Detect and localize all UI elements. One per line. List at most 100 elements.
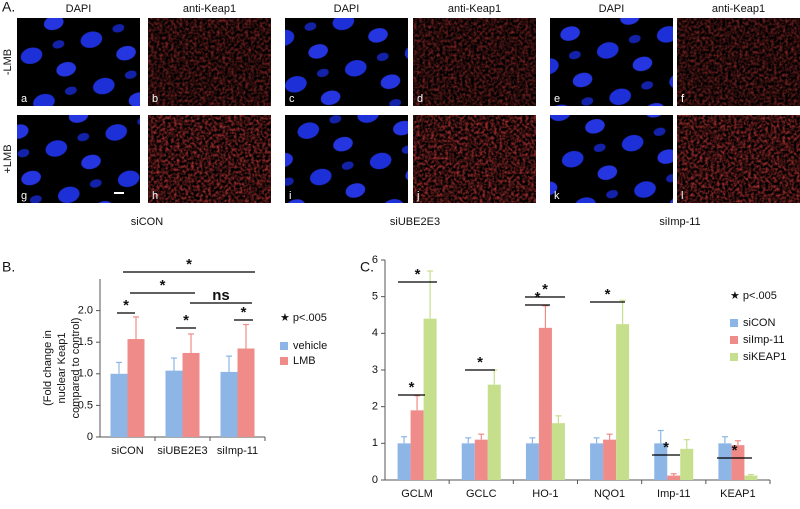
legend-label: LMB [293,355,316,367]
column-label: anti-Keap1 [448,3,501,15]
micrograph-signal [148,115,271,203]
bar [667,475,681,480]
row-label: +LMB [2,144,14,173]
y-tick-label: 1.5 [78,336,93,348]
significance-mark: * [183,312,189,329]
significance-mark: * [160,277,166,294]
x-tick-label: GCLM [401,488,433,500]
bar [220,371,238,437]
bar [182,352,200,437]
panel-letter: c [289,93,295,105]
y-tick-label: 2.0 [78,305,93,317]
y-tick-label: 0.5 [78,399,93,411]
panel-label: C. [360,259,374,275]
y-axis-label-line: nuclear Keap1 [56,333,68,404]
y-tick-label: 0 [87,431,93,443]
micrograph [550,115,673,203]
bar [551,423,565,480]
significance-mark: * [605,286,611,303]
legend-swatch [730,319,738,327]
bar [110,373,128,437]
bar [616,324,630,480]
x-tick-label: NQO1 [594,488,625,500]
x-tick-label: siUBE2E3 [157,445,207,457]
y-tick-label: 3 [372,364,378,376]
micrograph-signal [677,18,800,106]
panel-letter: l [681,190,683,202]
micrograph-signal [148,18,271,106]
column-label: DAPI [599,3,625,15]
x-tick-label: siCON [111,445,143,457]
y-tick-label: 0 [372,474,378,486]
group-label: siImp-11 [659,216,700,228]
bar [487,384,501,480]
row-label: -LMB [2,49,14,75]
panel-letter: g [21,190,27,202]
micrograph [550,18,673,106]
panel-letter: h [152,190,158,202]
bar [461,443,475,480]
micrograph [17,115,140,203]
micrograph [17,18,140,106]
panel-letter: a [21,93,28,105]
significance-mark: * [123,297,129,314]
x-tick-label: HO-1 [532,488,558,500]
column-label: anti-Keap1 [712,3,765,15]
x-tick-label: Imp-11 [657,488,690,500]
significance-mark: * [477,354,483,371]
column-label: anti-Keap1 [183,3,236,15]
group-label: siCON [131,216,163,228]
micrograph-signal [413,115,536,203]
panel-label: B. [2,259,15,275]
significance-mark: * [409,379,415,396]
significance-mark: * [241,304,247,321]
legend-swatch [730,353,738,361]
y-tick-label: 1.0 [78,368,93,380]
bar [237,348,255,437]
group-label: siUBE2E3 [390,216,440,228]
micrograph [285,115,408,203]
legend-swatch [280,342,288,350]
column-label: DAPI [334,3,360,15]
significance-mark: * [415,266,421,283]
bar [165,370,183,437]
legend-swatch [280,357,288,365]
bar [423,318,437,480]
column-label: DAPI [66,3,92,15]
y-tick-label: 1 [372,437,378,449]
panel-label: A. [2,0,15,15]
y-axis-label-line: compared to control) [70,318,82,419]
bar [603,439,617,480]
y-tick-label: 2 [372,401,378,413]
bar [397,443,411,480]
y-tick-label: 6 [372,254,378,266]
significance-mark: * [542,281,548,298]
bar [680,448,694,480]
significance-mark: * [186,256,192,273]
legend-label: siKEAP1 [743,351,786,363]
bar [718,443,732,480]
micrograph [285,18,408,106]
panel-letter: b [152,93,158,105]
significance-mark: ns [212,287,230,304]
significance-mark: * [732,442,738,459]
panel-letter: i [289,190,291,202]
bar [127,339,145,437]
micrograph-signal [413,18,536,106]
panel-letter: f [681,93,685,105]
x-tick-label: KEAP1 [720,488,755,500]
y-tick-label: 5 [372,291,378,303]
bar [654,443,668,480]
legend-label: siCON [743,317,775,329]
bar [525,443,539,480]
legend-swatch [730,336,738,344]
bar [410,410,424,480]
legend-label: siImp-11 [743,334,784,346]
x-tick-label: siImp-11 [217,445,258,457]
panel-letter: d [417,93,423,105]
bar [744,475,758,480]
y-axis-label-line: (Fold change in [42,330,54,406]
bar [731,445,745,480]
panel-letter: k [554,190,560,202]
